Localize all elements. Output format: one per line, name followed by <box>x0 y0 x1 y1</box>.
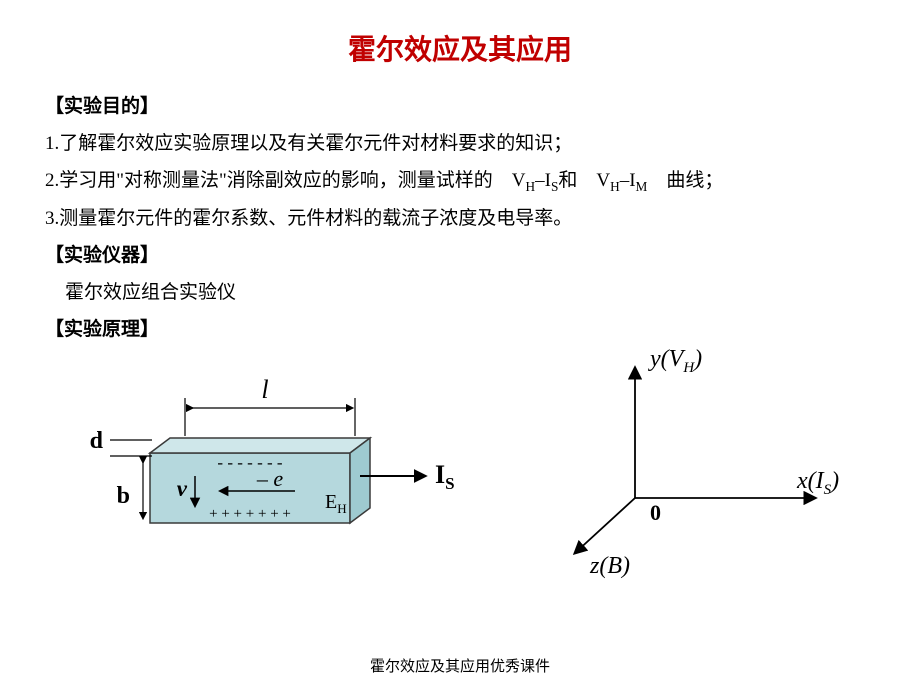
p2-and: 和 <box>558 170 596 191</box>
diagrams-row: - - - - - - - + + + + + + + l d b v – e <box>45 348 875 628</box>
hall-block-diagram: - - - - - - - + + + + + + + l d b v – e <box>55 348 475 588</box>
block-top <box>150 438 370 453</box>
apparatus-text: 霍尔效应组合实验仪 <box>45 274 875 311</box>
plus-charges: + + + + + + + <box>209 506 291 522</box>
content-area: 【实验目的】 1.了解霍尔效应实验原理以及有关霍尔元件对材料要求的知识； 2.学… <box>0 68 920 628</box>
is-label: IS <box>435 460 455 493</box>
page-title: 霍尔效应及其应用 <box>0 0 920 68</box>
p2-suffix: 曲线； <box>647 170 723 191</box>
l-label: l <box>261 375 268 404</box>
x-axis-label: x(IS) <box>796 468 839 498</box>
v-label: v <box>177 476 188 501</box>
purpose-item-1: 1.了解霍尔效应实验原理以及有关霍尔元件对材料要求的知识； <box>45 125 875 162</box>
p2-prefix: 2.学习用"对称测量法"消除副效应的影响，测量试样的 <box>45 170 512 191</box>
purpose-item-3: 3.测量霍尔元件的霍尔系数、元件材料的载流子浓度及电导率。 <box>45 200 875 237</box>
title-text: 霍尔效应及其应用 <box>348 34 572 65</box>
y-axis-label: y(VH) <box>648 346 702 376</box>
coordinate-axes: 0 y(VH) x(IS) z(B) <box>505 328 865 588</box>
block-right <box>350 438 370 523</box>
footer-text: 霍尔效应及其应用优秀课件 <box>0 655 920 676</box>
e-label: – e <box>256 466 284 491</box>
d-label: d <box>90 428 104 454</box>
p2-f1: VH–IS <box>512 170 559 191</box>
b-label: b <box>117 483 130 509</box>
purpose-heading: 【实验目的】 <box>45 88 875 125</box>
z-axis <box>575 498 635 553</box>
origin-label: 0 <box>650 500 661 525</box>
z-axis-label: z(B) <box>589 553 630 579</box>
purpose-item-2: 2.学习用"对称测量法"消除副效应的影响，测量试样的 VH–IS和 VH–IM … <box>45 162 875 200</box>
apparatus-heading: 【实验仪器】 <box>45 237 875 274</box>
p2-f2: VH–IM <box>596 170 647 191</box>
